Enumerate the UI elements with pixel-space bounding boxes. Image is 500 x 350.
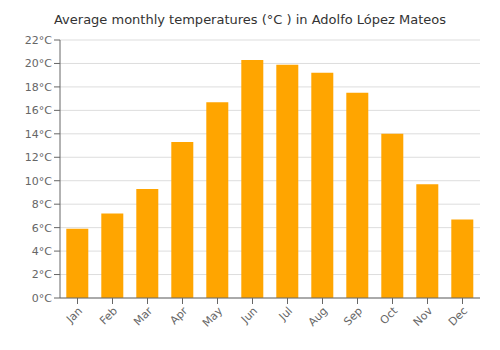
- svg-text:Sep: Sep: [341, 304, 365, 328]
- svg-text:8°C: 8°C: [32, 198, 52, 211]
- svg-text:20°C: 20°C: [25, 57, 52, 70]
- svg-text:Jul: Jul: [276, 304, 295, 323]
- svg-text:Nov: Nov: [411, 304, 436, 329]
- svg-text:12°C: 12°C: [25, 151, 52, 164]
- svg-text:4°C: 4°C: [32, 245, 52, 258]
- svg-text:Feb: Feb: [97, 304, 120, 327]
- svg-text:Dec: Dec: [446, 304, 470, 328]
- svg-text:Jun: Jun: [238, 304, 260, 326]
- html-text:Average monthly temperatures (: Average monthly temperatures (°C ) in Ad…: [54, 12, 446, 27]
- svg-text:Mar: Mar: [131, 304, 155, 328]
- svg-text:22°C: 22°C: [25, 34, 52, 47]
- svg-text:10°C: 10°C: [25, 175, 52, 188]
- svg-text:Aug: Aug: [306, 304, 330, 328]
- svg-text:May: May: [200, 304, 226, 330]
- svg-text:2°C: 2°C: [32, 268, 52, 281]
- svg-text:18°C: 18°C: [25, 81, 52, 94]
- svg-text:14°C: 14°C: [25, 128, 52, 141]
- svg-text:6°C: 6°C: [32, 222, 52, 235]
- svg-text:16°C: 16°C: [25, 104, 52, 117]
- svg-text:Jan: Jan: [63, 304, 85, 326]
- svg-text:Oct: Oct: [377, 304, 400, 327]
- svg-text:0°C: 0°C: [32, 292, 52, 305]
- svg-text:Apr: Apr: [167, 304, 190, 327]
